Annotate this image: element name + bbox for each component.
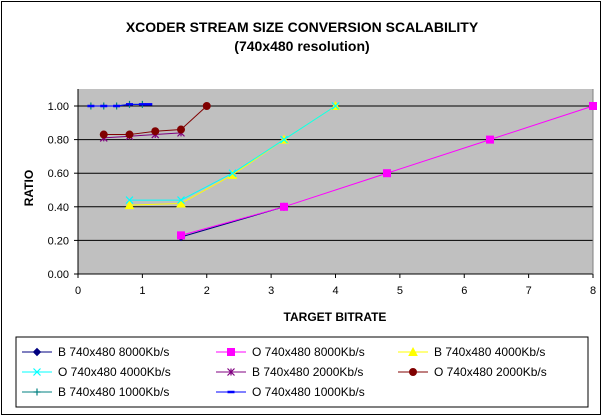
data-point: [228, 169, 237, 178]
x-tick-label: 1: [139, 285, 145, 297]
legend-entry: B 740x480 1000Kb/s: [22, 385, 169, 399]
series-2: [177, 102, 597, 240]
data-point: [280, 135, 288, 144]
x-tick-label: 3: [268, 285, 274, 297]
x-axis-label: TARGET BITRATE: [284, 310, 387, 324]
legend-entry: O 740x480 2000Kb/s: [398, 365, 547, 379]
legend-entry: B 740x480 8000Kb/s: [22, 345, 169, 359]
data-point: [99, 130, 108, 139]
y-axis-label: RATIO: [22, 170, 36, 206]
series-4: [125, 102, 340, 205]
data-point: [202, 102, 211, 110]
data-point: [177, 125, 185, 134]
y-tick-label: 0.80: [48, 135, 69, 147]
x-tick-label: 7: [526, 285, 532, 297]
series-group: [87, 100, 597, 242]
legend-label: O 740x480 8000Kb/s: [252, 345, 365, 359]
legend-label: B 740x480 8000Kb/s: [58, 345, 169, 359]
chart-title: XCODER STREAM SIZE CONVERSION SCALABILIT…: [126, 19, 479, 35]
legend-entry: O 740x480 8000Kb/s: [216, 345, 365, 359]
legend-marker: [33, 388, 41, 396]
data-point: [331, 102, 340, 110]
y-tick-label: 0.60: [48, 168, 69, 180]
series-8: [87, 103, 153, 108]
y-tick-label: 0.00: [48, 269, 69, 281]
data-point: [589, 102, 597, 110]
x-tick-label: 2: [204, 285, 210, 297]
legend-label: O 740x480 4000Kb/s: [58, 365, 171, 379]
legend-entry: B 740x480 4000Kb/s: [398, 345, 545, 359]
legend-entry: O 740x480 4000Kb/s: [22, 365, 171, 379]
series-line: [103, 132, 182, 139]
legend-label: B 740x480 1000Kb/s: [58, 385, 169, 399]
data-point: [486, 135, 494, 144]
legend: [15, 336, 589, 408]
x-tick-label: 0: [75, 285, 81, 297]
x-tick-label: 8: [590, 285, 596, 297]
legend-marker: [32, 347, 42, 357]
x-tick-labels: 0 1 2 3 4 5 6 7 8: [75, 274, 596, 297]
data-point: [125, 196, 134, 205]
data-point: [177, 231, 185, 240]
data-point: [280, 202, 288, 211]
y-tick-label: 0.40: [48, 202, 69, 214]
legend-label: O 740x480 2000Kb/s: [434, 365, 547, 379]
legend-marker: [227, 348, 235, 356]
legend-marker: [33, 368, 41, 376]
series-6: [99, 102, 211, 139]
x-tick-label: 6: [461, 285, 467, 297]
legend-marker: [409, 368, 417, 376]
legend-entry: O 740x480 1000Kb/s: [216, 385, 365, 399]
y-tick-label: 0.20: [48, 235, 69, 247]
y-tick-label: 1.00: [48, 101, 69, 113]
legend-label: O 740x480 1000Kb/s: [252, 385, 365, 399]
data-point: [176, 198, 186, 208]
plot-area: [78, 89, 593, 274]
legend-label: B 740x480 4000Kb/s: [434, 345, 545, 359]
x-tick-label: 4: [332, 285, 338, 297]
data-point: [125, 130, 134, 139]
legend-marker: [408, 346, 418, 356]
data-point: [177, 196, 185, 205]
data-point: [124, 200, 135, 210]
legend-marker: [227, 368, 235, 376]
data-point: [151, 127, 160, 136]
legend-label: B 740x480 2000Kb/s: [252, 365, 363, 379]
data-point: [383, 169, 391, 178]
chart-subtitle: (740x480 resolution): [234, 38, 369, 54]
legend-items: B 740x480 8000Kb/s O 740x480 8000Kb/s B 74…: [22, 345, 547, 399]
x-tick-label: 5: [397, 285, 403, 297]
legend-entry: B 740x480 2000Kb/s: [216, 365, 363, 379]
y-tick-labels: 0.00 0.20 0.40 0.60 0.80 1.00: [48, 101, 78, 281]
